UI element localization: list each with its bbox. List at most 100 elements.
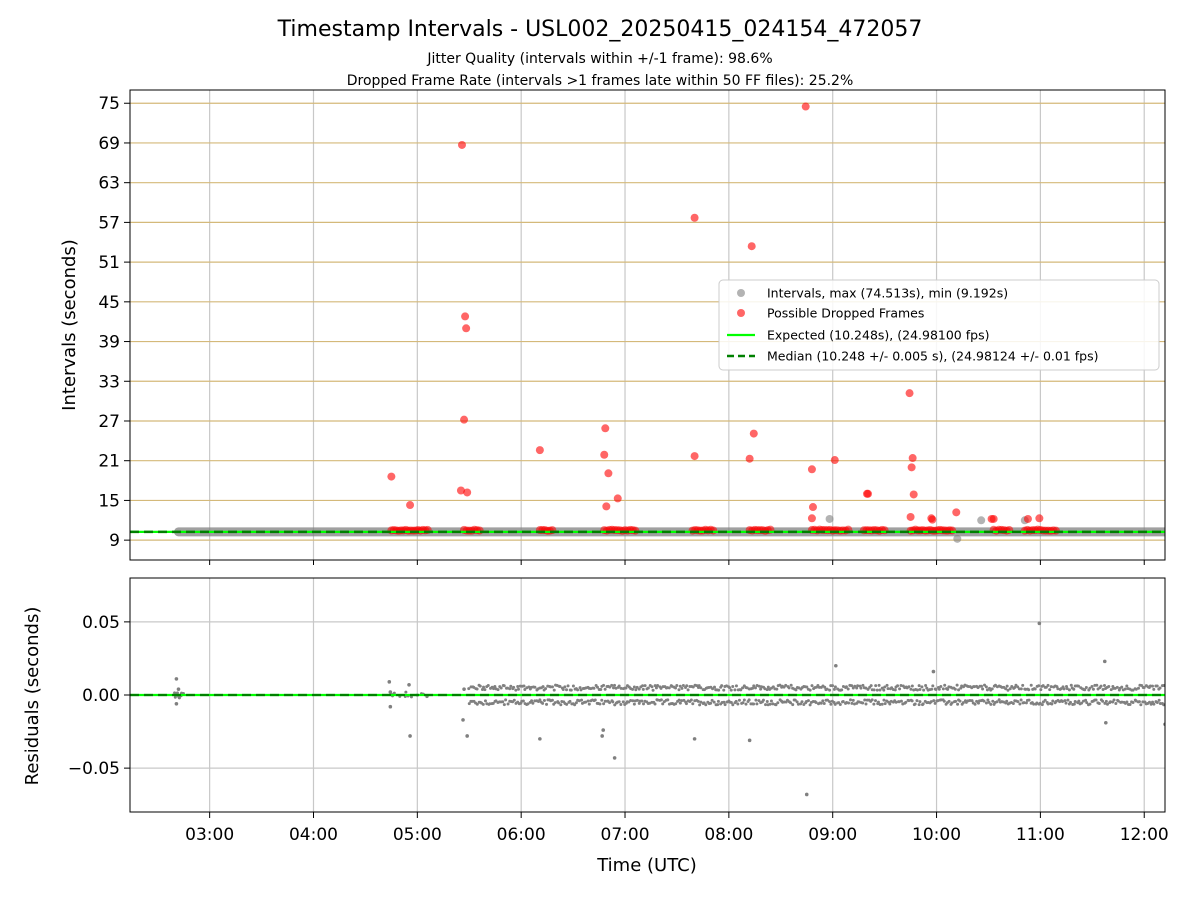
residual-outlier-point bbox=[1104, 720, 1108, 725]
residual-point bbox=[1019, 698, 1023, 702]
residual-point bbox=[800, 700, 804, 704]
top-y-tick-label: 57 bbox=[98, 213, 120, 233]
residual-point bbox=[831, 684, 835, 688]
residual-point bbox=[1008, 687, 1012, 691]
residual-point bbox=[848, 698, 852, 702]
residual-point bbox=[987, 700, 991, 704]
residual-point bbox=[475, 702, 479, 706]
residual-point bbox=[1084, 686, 1088, 690]
residual-point bbox=[819, 701, 823, 705]
residual-point bbox=[1050, 702, 1054, 706]
residual-point bbox=[787, 686, 791, 690]
residual-point bbox=[610, 683, 614, 687]
residual-point bbox=[611, 700, 615, 704]
residual-point bbox=[847, 701, 851, 705]
residual-point bbox=[929, 700, 933, 704]
residual-point bbox=[653, 702, 657, 706]
residual-point bbox=[542, 699, 546, 703]
residual-point bbox=[574, 701, 578, 705]
residual-point bbox=[1114, 702, 1118, 706]
residual-point bbox=[741, 701, 745, 705]
residual-point bbox=[635, 685, 639, 689]
residual-point bbox=[1088, 686, 1092, 690]
residual-point bbox=[611, 686, 615, 690]
residual-outlier-point bbox=[462, 687, 466, 691]
residual-point bbox=[602, 683, 606, 687]
residual-point bbox=[720, 684, 724, 688]
residual-point bbox=[593, 698, 597, 702]
top-y-tick-label: 15 bbox=[98, 491, 120, 511]
residual-point bbox=[686, 688, 690, 692]
residual-point bbox=[1062, 687, 1066, 691]
residual-point bbox=[744, 702, 748, 706]
residual-outlier-point bbox=[692, 737, 697, 741]
residual-point bbox=[765, 688, 769, 692]
residual-point bbox=[678, 701, 682, 705]
residual-point bbox=[1152, 702, 1156, 706]
residual-point bbox=[1021, 683, 1025, 687]
dropped-frame-point bbox=[807, 514, 816, 523]
dropped-frame-point bbox=[604, 469, 613, 478]
legend-box bbox=[718, 279, 1160, 371]
dropped-frame-point bbox=[909, 490, 918, 499]
residual-point bbox=[791, 703, 795, 707]
residual-point bbox=[997, 698, 1001, 702]
residual-point bbox=[853, 684, 857, 688]
residual-point bbox=[1005, 699, 1009, 703]
legend-dropped-marker bbox=[737, 309, 745, 317]
residual-point bbox=[939, 685, 943, 689]
residual-point bbox=[482, 685, 486, 689]
residual-point bbox=[1006, 688, 1010, 692]
residual-point bbox=[942, 699, 946, 703]
dropped-frame-point bbox=[908, 454, 917, 463]
residual-point bbox=[861, 683, 865, 687]
residual-point bbox=[695, 684, 699, 688]
dropped-frame-point bbox=[989, 514, 998, 523]
residual-point bbox=[1155, 701, 1159, 705]
legend-intervals-marker bbox=[737, 289, 745, 297]
residual-point bbox=[704, 703, 708, 707]
residual-point bbox=[946, 687, 950, 691]
residual-point bbox=[1162, 703, 1165, 707]
residual-point bbox=[850, 701, 854, 705]
residual-point bbox=[888, 702, 892, 706]
residual-point bbox=[409, 695, 413, 699]
residual-point bbox=[920, 685, 924, 689]
residual-point bbox=[509, 684, 513, 688]
residual-point bbox=[712, 700, 716, 704]
residual-point bbox=[761, 698, 765, 702]
residual-outlier-point bbox=[747, 738, 752, 743]
residual-point bbox=[629, 699, 633, 703]
residual-point bbox=[504, 698, 508, 702]
residual-point bbox=[755, 702, 759, 706]
residual-point bbox=[1128, 702, 1132, 706]
residual-point bbox=[953, 687, 957, 691]
residual-point bbox=[1033, 687, 1037, 691]
top-y-tick-label: 51 bbox=[98, 253, 120, 273]
top-plot-area bbox=[130, 102, 1165, 543]
legend-entry-label: Intervals, max (74.513s), min (9.192s) bbox=[767, 286, 1008, 301]
residual-point bbox=[1131, 700, 1135, 704]
residual-point bbox=[759, 687, 763, 691]
dropped-frame-point bbox=[475, 526, 484, 535]
dropped-frame-point bbox=[808, 503, 817, 512]
top-y-tick-label: 21 bbox=[98, 452, 120, 472]
legend-entry-label: Expected (10.248s), (24.98100 fps) bbox=[767, 328, 989, 343]
residual-point bbox=[592, 686, 596, 690]
residual-point bbox=[516, 687, 520, 691]
residual-point bbox=[722, 700, 726, 704]
dropped-frame-point bbox=[690, 213, 699, 222]
residual-point bbox=[717, 688, 721, 692]
residual-point bbox=[1090, 685, 1094, 689]
residual-point bbox=[1018, 702, 1022, 706]
residual-outlier-point bbox=[174, 677, 179, 681]
residual-point bbox=[526, 702, 530, 706]
residual-point bbox=[1040, 703, 1044, 707]
dropped-frame-point bbox=[457, 140, 466, 149]
residual-point bbox=[1064, 701, 1068, 705]
residual-point bbox=[467, 687, 471, 691]
residual-point bbox=[1131, 688, 1135, 692]
dropped-frame-point bbox=[906, 512, 915, 521]
residual-point bbox=[650, 685, 654, 689]
residual-point bbox=[915, 699, 919, 703]
